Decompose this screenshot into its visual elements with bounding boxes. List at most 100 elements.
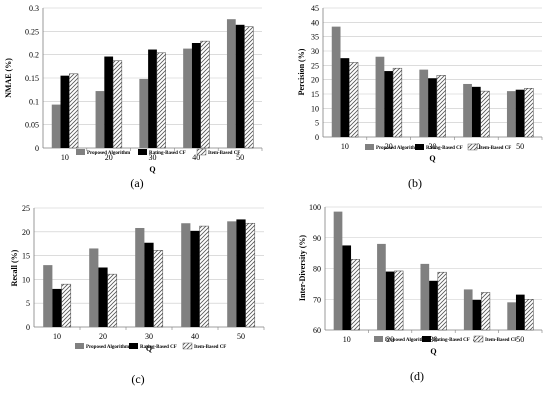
y-tick-label: 70	[313, 295, 321, 304]
bar-item-20	[107, 273, 118, 328]
bar-item-30	[156, 52, 166, 149]
bar-proposed-30	[420, 263, 430, 330]
x-tick-label: 50	[236, 153, 244, 162]
legend-label-proposed: Proposed Algorithm	[385, 338, 429, 343]
legend-label-item: Item-Based CF	[194, 345, 226, 350]
panel-caption: (d)	[410, 369, 424, 383]
bar-proposed-40	[183, 48, 192, 148]
legend-label-rating: Rating-Based CF	[433, 338, 470, 343]
chart-panel-4: 607080901001020304050QInter-Diversity (%…	[298, 203, 543, 383]
y-axis-label: NMAE (%)	[4, 58, 13, 98]
y-axis-label: Inter-Diversity (%)	[298, 235, 307, 301]
legend-swatch-proposed	[374, 336, 383, 342]
bar-item-20	[392, 67, 403, 138]
bar-item-30	[436, 75, 446, 138]
legend: Proposed Algorithm Rating-Based CF Item-Ba…	[76, 148, 240, 156]
legend-swatch-item	[182, 342, 193, 350]
y-tick-label: 0	[26, 323, 30, 332]
bar-rating-40	[472, 299, 482, 330]
bar-rating-10	[52, 288, 62, 327]
y-tick-label: 20	[311, 76, 319, 85]
y-tick-label: 60	[313, 326, 321, 335]
bar-item-10	[349, 62, 359, 138]
bar-item-50	[245, 222, 256, 328]
chart-panel-2: 0510152025303540451020304050QPercision (…	[297, 4, 543, 190]
legend-swatch-item	[473, 335, 484, 343]
y-tick-label: 100	[309, 203, 321, 212]
x-tick-label: 20	[105, 153, 113, 162]
legend: Proposed Algorithm Rating-Based CF Item-Ba…	[75, 342, 226, 350]
bar-proposed-50	[227, 221, 237, 327]
x-tick-label: 30	[430, 335, 438, 344]
y-tick-label: 25	[22, 204, 30, 213]
y-tick-label: 0.3	[29, 4, 39, 13]
bar-proposed-20	[95, 91, 105, 148]
bar-rating-20	[384, 71, 394, 137]
legend-swatch-proposed	[76, 149, 85, 155]
x-tick-label: 20	[385, 142, 393, 151]
x-tick-label: 30	[145, 332, 153, 341]
x-tick-label: 10	[53, 332, 61, 341]
bar-rating-20	[104, 56, 114, 148]
bar-proposed-20	[89, 248, 99, 327]
x-axis-label: Q	[146, 344, 152, 353]
legend: Proposed Algorithm Rating-Based CF Item-Ba…	[365, 143, 511, 151]
bar-rating-50	[235, 24, 245, 148]
x-tick-label: 50	[516, 335, 524, 344]
y-tick-label: 0.25	[25, 27, 39, 36]
y-tick-label: 15	[22, 252, 30, 261]
bar-item-50	[524, 299, 534, 331]
bar-proposed-30	[419, 69, 429, 137]
legend-label-item: Item-Based CF	[485, 338, 517, 343]
legend: Proposed Algorithm Rating-Based CF Item-Ba…	[374, 335, 517, 343]
legend-swatch-item	[196, 148, 207, 156]
bar-rating-10	[60, 75, 70, 148]
bar-item-10	[350, 259, 360, 331]
chart-panel-3: 0 5 10 15 20 25 10 20 30 40 50 Q Recall (%) Proposed …	[10, 204, 265, 386]
bar-item-10	[69, 73, 79, 149]
x-axis-label: Q	[149, 165, 155, 174]
y-tick-label: 10	[22, 275, 30, 284]
legend-swatch-rating	[129, 343, 138, 349]
bar-proposed-10	[333, 211, 343, 330]
bar-rating-10	[340, 58, 350, 137]
legend-label-item: Item-Based CF	[479, 146, 511, 151]
y-tick-label: 10	[311, 104, 319, 113]
bar-rating-20	[385, 271, 395, 330]
bar-proposed-40	[463, 289, 473, 330]
legend-swatch-proposed	[75, 343, 84, 349]
bar-proposed-40	[181, 223, 191, 327]
y-tick-label: 35	[311, 33, 319, 42]
bar-item-30	[153, 250, 164, 328]
y-axis-label: Recall (%)	[10, 249, 19, 286]
bar-rating-40	[190, 230, 200, 327]
y-tick-label: 20	[22, 228, 30, 237]
x-tick-label: 40	[191, 332, 199, 341]
bar-rating-40	[471, 86, 481, 137]
legend-label-item: Item-Based CF	[208, 151, 240, 156]
y-tick-label: 40	[311, 18, 319, 27]
bar-item-40	[480, 90, 490, 138]
bar-item-50	[244, 26, 254, 149]
x-tick-label: 20	[386, 335, 394, 344]
bar-proposed-10	[51, 104, 61, 148]
legend-swatch-proposed	[365, 144, 374, 150]
legend-swatch-rating	[138, 149, 147, 155]
y-tick-label: 0	[315, 133, 319, 142]
x-tick-label: 10	[61, 153, 69, 162]
x-tick-label: 30	[149, 153, 157, 162]
y-tick-label: 45	[311, 4, 319, 13]
y-tick-label: 0.1	[29, 97, 39, 106]
bar-rating-50	[515, 294, 525, 330]
x-axis-label: Q	[429, 154, 435, 163]
bar-item-20	[394, 270, 404, 331]
bar-rating-50	[236, 219, 246, 327]
x-tick-label: 10	[341, 142, 349, 151]
y-tick-label: 30	[311, 47, 319, 56]
panel-caption: (c)	[131, 372, 144, 386]
legend-label-rating: Rating-Based CF	[426, 146, 463, 151]
bar-item-30	[437, 271, 447, 331]
panel-caption: (a)	[130, 176, 143, 190]
